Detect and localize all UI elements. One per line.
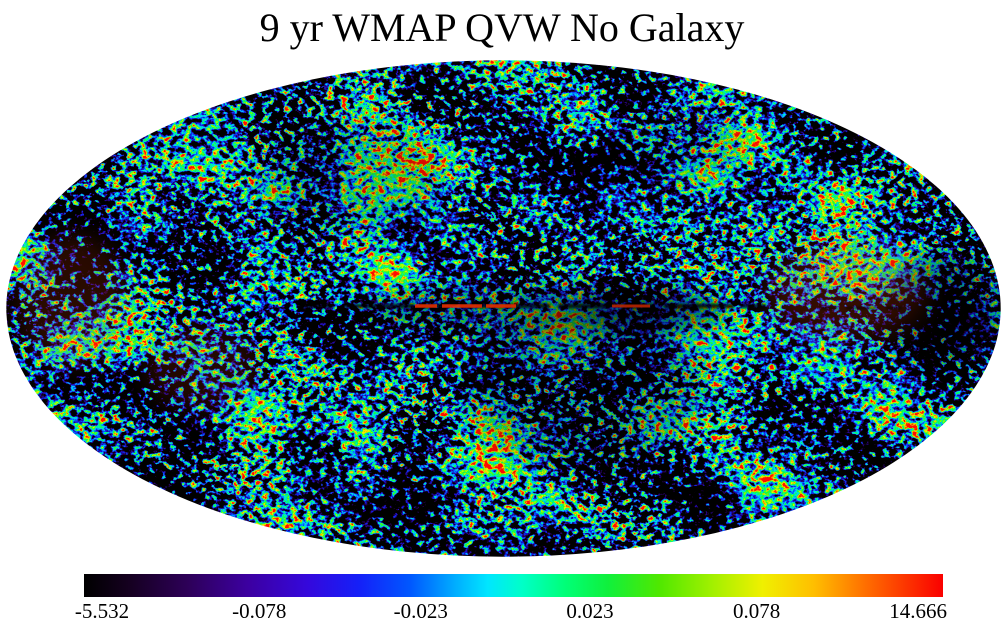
chart-title: 9 yr WMAP QVW No Galaxy [259,5,745,50]
colorbar-tick: -5.532 [74,599,130,623]
colorbar-tick: -0.023 [393,599,448,623]
cold-region-tints [255,108,1001,470]
galactic-plane-streak [300,303,902,310]
sky-map [6,60,1001,557]
colorbar-tick: 14.666 [889,599,947,623]
colorbar-tick: 0.078 [732,599,781,623]
colorbar-tick-labels: -5.532 -0.078 -0.023 0.023 0.078 14.666 [75,597,947,627]
colorbar-tick: -0.078 [232,599,287,623]
small-black-dot [182,309,190,317]
colorbar-gradient [84,574,943,597]
mollweide-projection [6,60,1001,557]
warm-region-tints [17,235,925,410]
colorbar-tick: 0.023 [566,599,614,623]
